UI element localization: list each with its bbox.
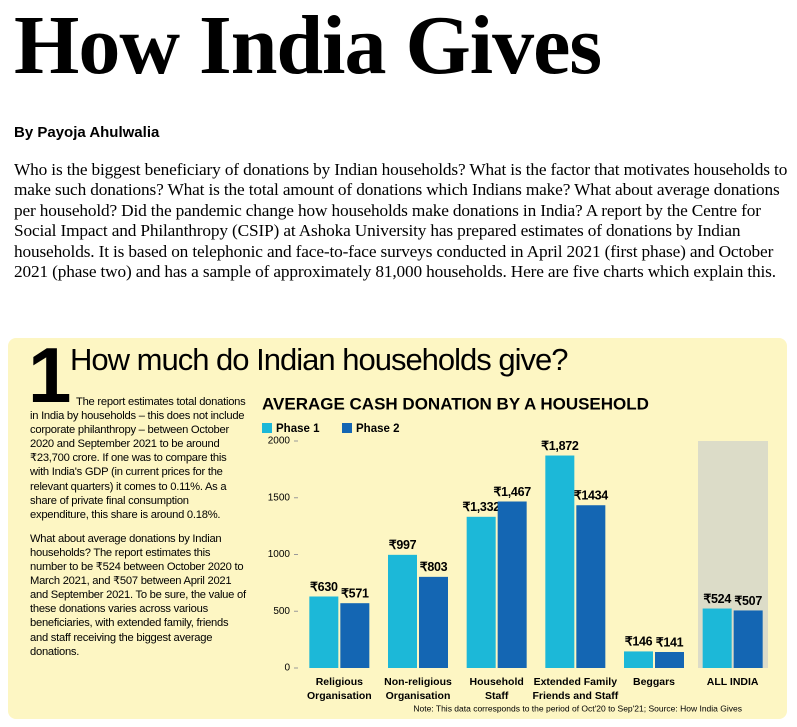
value-label: ₹997	[389, 538, 417, 552]
value-label: ₹1434	[574, 489, 609, 503]
bar	[388, 554, 417, 668]
x-tick-label: Beggars	[633, 676, 675, 688]
y-tick-label: 500	[273, 606, 290, 617]
legend-swatch	[262, 423, 272, 433]
bar	[576, 505, 606, 668]
bar	[545, 455, 575, 668]
legend-label: Phase 1	[276, 423, 320, 435]
chart-title: AVERAGE CASH DONATION BY A HOUSEHOLD	[262, 394, 649, 413]
headline: How India Gives	[14, 0, 602, 92]
section-number: 1	[28, 331, 72, 419]
value-label: ₹1,467	[493, 485, 531, 499]
section-heading: How much do Indian households give?	[70, 342, 569, 377]
value-label: ₹146	[625, 635, 653, 649]
value-label: ₹1,872	[541, 439, 579, 453]
x-tick-label: Extended Family Friends and Staff	[532, 676, 618, 702]
intro-paragraph: Who is the biggest beneficiary of donati…	[14, 160, 788, 282]
y-tick-label: 1500	[268, 492, 291, 503]
bar	[419, 576, 448, 668]
note: Note: This data corresponds to the perio…	[413, 703, 742, 713]
value-label: ₹630	[310, 580, 338, 594]
bar	[466, 516, 496, 668]
text-column: The report estimates total donations in …	[30, 395, 248, 669]
legend-label: Phase 2	[356, 423, 399, 435]
x-tick-label: Household Staff	[470, 676, 524, 702]
value-label: ₹524	[703, 592, 731, 606]
byline: By Payoja Ahulwalia	[14, 124, 160, 141]
x-tick-label: ALL INDIA	[707, 676, 759, 688]
paragraph: What about average donations by Indian h…	[30, 532, 246, 658]
legend-swatch	[342, 423, 352, 433]
y-tick-label: 0	[284, 663, 290, 674]
value-label: ₹1,332	[462, 500, 500, 514]
bar	[733, 610, 763, 668]
bar	[340, 603, 370, 668]
value-label: ₹141	[656, 635, 684, 649]
x-tick-label: Religious Organisation	[307, 676, 372, 702]
y-tick-label: 2000	[268, 436, 291, 447]
bar	[497, 501, 527, 668]
x-tick-label: Non-religious Organisation	[384, 676, 452, 702]
value-label: ₹507	[734, 594, 762, 608]
value-label: ₹571	[341, 586, 369, 600]
bar	[309, 596, 339, 668]
bar	[655, 651, 684, 668]
paragraph: The report estimates total donations in …	[30, 396, 246, 521]
bar	[624, 651, 653, 668]
value-label: ₹803	[420, 560, 448, 574]
y-tick-label: 1000	[268, 549, 291, 560]
bar	[702, 608, 732, 668]
